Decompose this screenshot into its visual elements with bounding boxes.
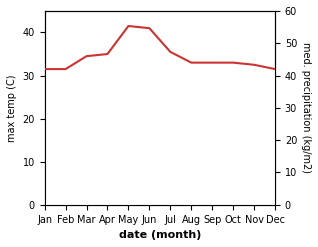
X-axis label: date (month): date (month) [119,230,201,240]
Y-axis label: max temp (C): max temp (C) [7,74,17,142]
Y-axis label: med. precipitation (kg/m2): med. precipitation (kg/m2) [301,42,311,173]
